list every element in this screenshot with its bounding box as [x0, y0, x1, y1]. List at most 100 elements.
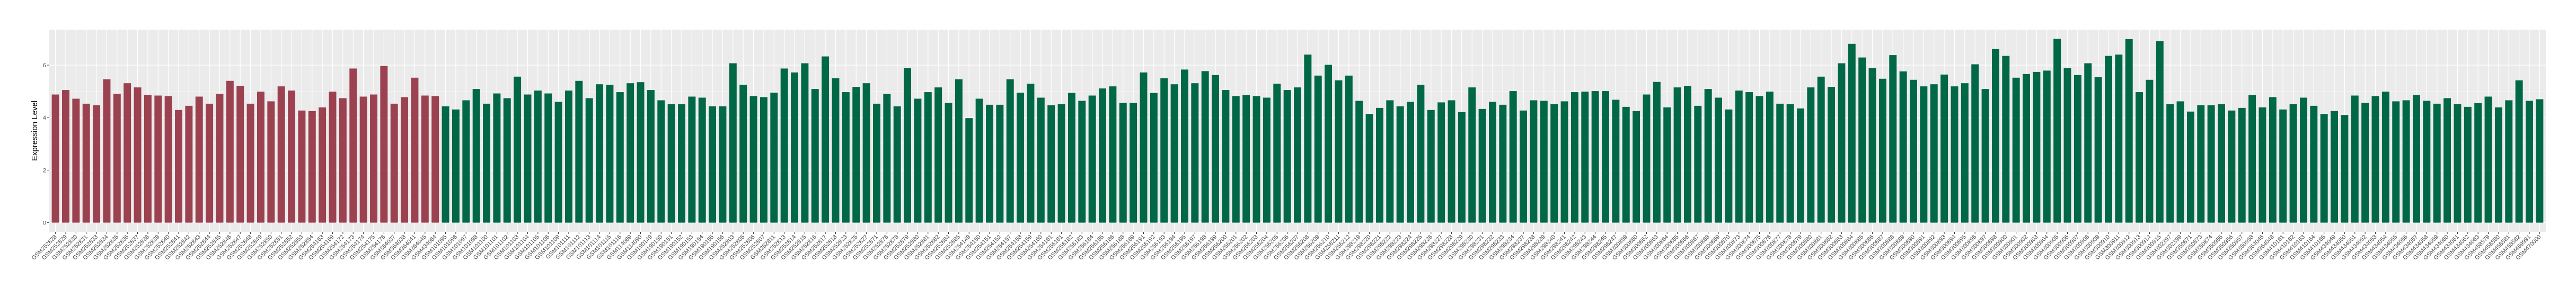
bar-GSM300877	[1776, 103, 1784, 223]
bar-GSM298224	[1407, 102, 1415, 223]
y-tick-label: 4	[43, 115, 46, 121]
bar-GSM410164	[2310, 105, 2318, 223]
bar-GSM101103	[514, 76, 522, 223]
bar-GSM300891	[1920, 86, 1928, 223]
bar-GSM434058	[2423, 101, 2431, 223]
bar-GSM252833	[93, 105, 101, 223]
bar-GSM300904	[2043, 70, 2051, 223]
y-axis: 0 2 4 6	[43, 62, 49, 227]
bar-GSM190154	[698, 97, 706, 223]
bar-GSM434050	[2341, 115, 2349, 223]
bar-GSM300865	[1673, 87, 1681, 223]
bar-GSM300863	[1653, 82, 1661, 223]
bar-GSM410165	[2320, 114, 2328, 223]
bar-GSM298228	[1448, 100, 1455, 223]
bar-GSM252806	[749, 96, 757, 223]
bar-GSM252838	[144, 95, 152, 223]
bar-GSM256200	[1222, 90, 1230, 223]
y-axis-title: Expression Level	[30, 101, 39, 161]
bar-GSM434052	[2361, 103, 2369, 223]
bar-GSM256198	[1201, 71, 1209, 223]
bar-GSM254172	[339, 98, 347, 223]
bar-GSM298231	[1478, 109, 1486, 223]
bar-GSM252836	[123, 83, 131, 223]
bar-GSM256186	[1109, 86, 1117, 223]
bar-GSM252813	[780, 68, 788, 223]
bar-GSM101102	[503, 98, 511, 223]
bar-GSM252811	[770, 93, 778, 223]
bar-GSM434061	[2454, 104, 2462, 223]
bar-GSM300900	[2002, 56, 2010, 223]
bar-GSM256208	[1304, 55, 1312, 223]
bar-GSM190156	[719, 106, 727, 223]
bar-GSM300892	[1930, 84, 1938, 223]
bar-GSM434057	[2413, 95, 2420, 223]
bar-GSM252839	[154, 95, 162, 223]
bar-GSM256181	[1057, 104, 1065, 223]
bar-GSM254174	[359, 96, 367, 223]
bar-GSM300878	[1786, 104, 1794, 223]
bar-GSM252837	[134, 87, 142, 223]
bar-GSM434054	[2381, 92, 2389, 223]
bar-GSM298219	[1355, 101, 1363, 223]
bar-GSM254159	[1027, 84, 1035, 223]
bar-GSM252845	[216, 94, 224, 223]
bar-GSM252817	[822, 56, 830, 223]
bar-GSM300903	[2033, 71, 2041, 223]
bar-GSM298241	[1560, 101, 1568, 223]
bar-GSM256204	[1263, 97, 1271, 223]
bar-GSM298229	[1458, 112, 1466, 223]
bar-GSM298221	[1375, 107, 1383, 223]
bar-GSM458580	[2494, 107, 2502, 223]
bar-GSM300869	[1715, 97, 1723, 223]
bar-GSM256211	[1335, 80, 1343, 223]
bar-GSM458581	[2505, 100, 2513, 223]
bar-GSM300888	[1889, 55, 1897, 223]
bar-GSM458579	[2484, 96, 2492, 223]
bar-GSM190153	[688, 96, 696, 223]
bar-GSM252844	[206, 103, 214, 223]
bar-GSM298220	[1365, 114, 1373, 223]
bar-GSM300901	[2012, 77, 2020, 223]
bar-GSM252818	[832, 78, 840, 223]
bar-GSM300882	[1828, 87, 1836, 223]
bar-GSM469991	[2526, 101, 2533, 223]
bar-GSM302397	[2166, 104, 2174, 223]
bar-GSM434056	[2402, 100, 2410, 223]
bar-GSM298226	[1427, 110, 1435, 223]
x-axis: GSM252828GSM252829GSM252830GSM252831GSM2…	[31, 232, 2543, 261]
bar-GSM300895	[1961, 83, 1969, 223]
bar-GSM256210	[1325, 65, 1333, 223]
bar-GSM434064	[431, 96, 439, 223]
bar-GSM256191	[1140, 72, 1148, 223]
y-tick-label: 0	[43, 220, 46, 227]
bar-GSM300859	[1622, 106, 1630, 223]
bar-GSM298238	[1530, 100, 1538, 223]
bar-GSM364037	[390, 103, 398, 223]
bar-GSM256194	[1170, 84, 1178, 223]
bar-GSM300914	[2146, 79, 2154, 223]
bar-GSM256202	[1242, 95, 1250, 223]
bar-GSM300867	[1694, 105, 1702, 223]
bar-GSM252842	[185, 105, 193, 223]
bar-GSM254149	[965, 118, 973, 223]
bar-GSM350874	[2207, 105, 2215, 223]
bar-GSM300875	[1755, 96, 1763, 223]
bar-GSM300876	[1766, 92, 1774, 223]
bar-GSM256185	[1099, 88, 1107, 223]
bar-GSM252850	[267, 101, 275, 223]
bar-GSM101114	[596, 84, 604, 223]
bar-GSM350956	[2228, 110, 2236, 223]
bar-GSM252807	[760, 97, 767, 223]
bar-GSM256195	[1180, 69, 1188, 223]
bar-GSM114090	[637, 82, 645, 223]
bar-GSM101098	[472, 89, 480, 223]
bar-GSM300908	[2084, 63, 2092, 223]
bar-GSM300896	[1971, 64, 1979, 223]
bar-GSM101096	[452, 109, 460, 223]
bar-GSM101100	[483, 103, 490, 223]
bar-GSM434051	[2351, 95, 2359, 223]
bar-GSM254173	[349, 68, 357, 223]
bar-GSM101097	[462, 100, 470, 223]
